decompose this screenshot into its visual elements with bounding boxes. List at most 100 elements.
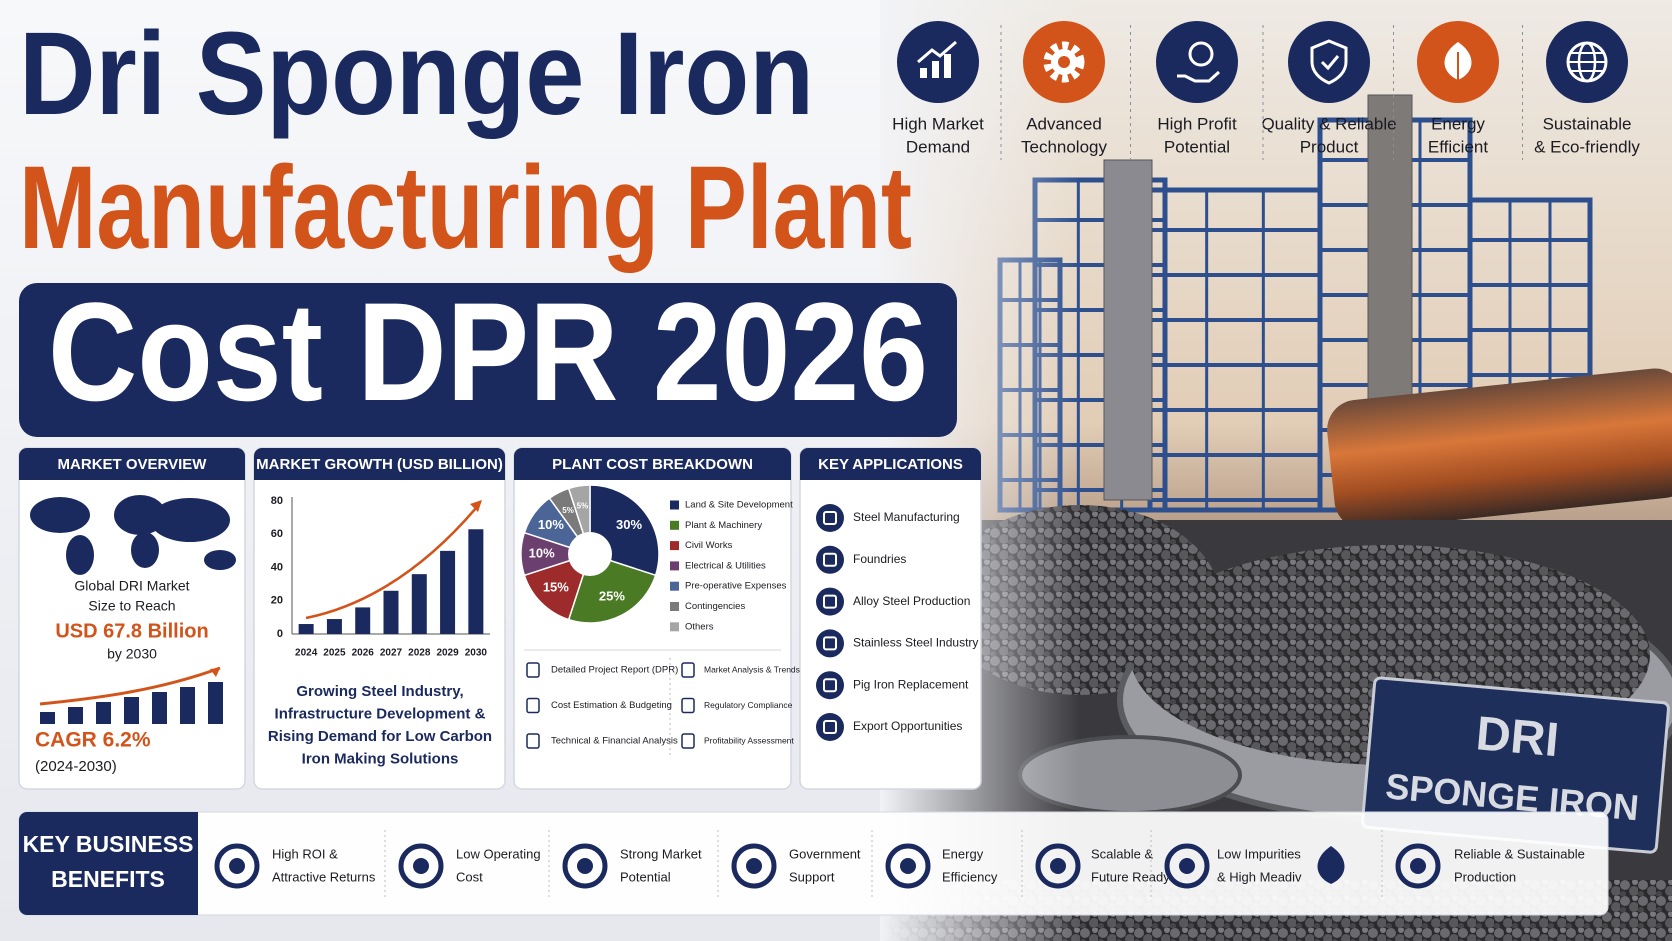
feature-glyph bbox=[917, 40, 957, 78]
application-glyph bbox=[823, 594, 837, 609]
benefit-icon bbox=[885, 843, 931, 889]
feature-glyph bbox=[1043, 41, 1085, 83]
feature-label: Sustainable bbox=[1543, 114, 1632, 133]
panel-header bbox=[514, 448, 791, 480]
benefit-leaf bbox=[1317, 846, 1345, 884]
legend-swatch bbox=[670, 602, 679, 611]
benefit-label: Production bbox=[1454, 869, 1516, 884]
report-icon bbox=[681, 733, 695, 749]
icon-part bbox=[124, 697, 139, 724]
growth-caption: Growing Steel Industry, bbox=[296, 683, 463, 700]
icon-part bbox=[68, 707, 83, 724]
feature-label: Efficient bbox=[1428, 137, 1488, 156]
icon-part bbox=[1188, 41, 1214, 67]
icon-part bbox=[152, 692, 167, 724]
x-tick-label: 2030 bbox=[465, 648, 488, 659]
pie-label: 10% bbox=[529, 545, 555, 560]
y-tick-label: 40 bbox=[271, 561, 283, 573]
icon-part bbox=[305, 507, 477, 620]
benefit-icon bbox=[1164, 843, 1210, 889]
icon-part bbox=[917, 40, 957, 64]
benefit-icon-core bbox=[577, 858, 593, 874]
feature-label: Demand bbox=[906, 137, 970, 156]
bar bbox=[468, 529, 484, 634]
benefit-label: & High Meadiv bbox=[1217, 869, 1302, 884]
benefits-heading-box bbox=[19, 812, 198, 915]
report-icon bbox=[681, 662, 695, 678]
trend-arrow bbox=[305, 500, 482, 620]
benefit-icon-core bbox=[413, 858, 429, 874]
title-line-3: Cost DPR 2026 bbox=[48, 273, 928, 430]
report-icon bbox=[526, 733, 540, 749]
application-item: Pig Iron Replacement bbox=[853, 677, 969, 691]
legend-swatch bbox=[670, 520, 679, 530]
icon-part bbox=[208, 682, 223, 724]
legend-swatch bbox=[670, 581, 679, 591]
application-glyph bbox=[823, 636, 837, 651]
report-item: Detailed Project Report (DPR) bbox=[551, 665, 678, 676]
report-item: Cost Estimation & Budgeting bbox=[551, 700, 672, 711]
benefit-icon bbox=[1035, 843, 1081, 889]
application-icon bbox=[816, 671, 844, 700]
icon-part bbox=[30, 497, 90, 533]
icon-part bbox=[210, 668, 220, 677]
report-item: Regulatory Compliance bbox=[704, 700, 793, 710]
overview-bars bbox=[39, 666, 223, 724]
overview-text: by 2030 bbox=[107, 646, 157, 662]
icon-part bbox=[470, 500, 482, 512]
legend-label: Electrical & Utilities bbox=[685, 560, 766, 571]
icon-part bbox=[40, 712, 55, 724]
application-item: Stainless Steel Industry bbox=[853, 636, 978, 650]
feature-glyph bbox=[1177, 41, 1221, 83]
growth-caption: Iron Making Solutions bbox=[302, 750, 459, 767]
benefit-icon bbox=[562, 843, 608, 889]
kiln bbox=[1327, 368, 1672, 530]
overview-text: Size to Reach bbox=[88, 598, 175, 614]
feature-label: Energy bbox=[1431, 114, 1485, 133]
icon-part bbox=[39, 666, 221, 706]
world-map bbox=[30, 495, 236, 575]
title-line-2: Manufacturing Plant bbox=[19, 142, 912, 274]
bar bbox=[440, 550, 456, 634]
feature-label: Potential bbox=[1164, 137, 1230, 156]
pie-label: 15% bbox=[543, 580, 569, 595]
application-icon bbox=[816, 545, 844, 574]
application-icon bbox=[816, 629, 844, 658]
application-item: Steel Manufacturing bbox=[853, 510, 960, 524]
legend-swatch bbox=[670, 561, 679, 571]
benefit-icon bbox=[1395, 843, 1441, 889]
panel-heading: PLANT COST BREAKDOWN bbox=[552, 456, 753, 473]
panel-heading: MARKET OVERVIEW bbox=[58, 456, 208, 473]
icon-part bbox=[131, 532, 159, 568]
legend-label: Land & Site Development bbox=[685, 500, 793, 511]
y-tick-label: 80 bbox=[271, 495, 283, 507]
report-icon bbox=[526, 662, 540, 678]
benefit-icon-core bbox=[229, 858, 245, 874]
application-item: Foundries bbox=[853, 552, 906, 566]
title-box bbox=[19, 283, 957, 437]
benefit-label: Reliable & Sustainable bbox=[1454, 846, 1585, 861]
feature-label: Product bbox=[1300, 137, 1359, 156]
growth-caption: Infrastructure Development & bbox=[275, 705, 486, 722]
benefit-icon bbox=[731, 843, 777, 889]
legend-label: Civil Works bbox=[685, 540, 733, 551]
panel-heading: MARKET GROWTH (USD BILLION) bbox=[256, 456, 503, 473]
icon-part bbox=[1568, 52, 1606, 72]
pie-hole bbox=[568, 532, 612, 576]
benefit-label: Strong Market bbox=[620, 846, 702, 861]
benefit-icon-core bbox=[900, 858, 916, 874]
legend-label: Pre-operative Expenses bbox=[685, 581, 787, 592]
panel-header bbox=[800, 448, 981, 480]
icon-part bbox=[1317, 846, 1345, 884]
report-item: Market Analysis & Trends bbox=[704, 664, 800, 674]
feature-label: Quality & Reliable bbox=[1261, 114, 1396, 133]
report-icon bbox=[526, 697, 540, 714]
icon-part bbox=[920, 54, 951, 78]
y-tick-label: 20 bbox=[271, 595, 283, 607]
icon-part bbox=[96, 702, 111, 724]
benefit-label: Future Ready bbox=[1091, 869, 1170, 884]
benefit-label: Low Operating bbox=[456, 846, 541, 861]
benefit-icon-core bbox=[1410, 858, 1426, 874]
benefit-icon bbox=[398, 843, 444, 889]
